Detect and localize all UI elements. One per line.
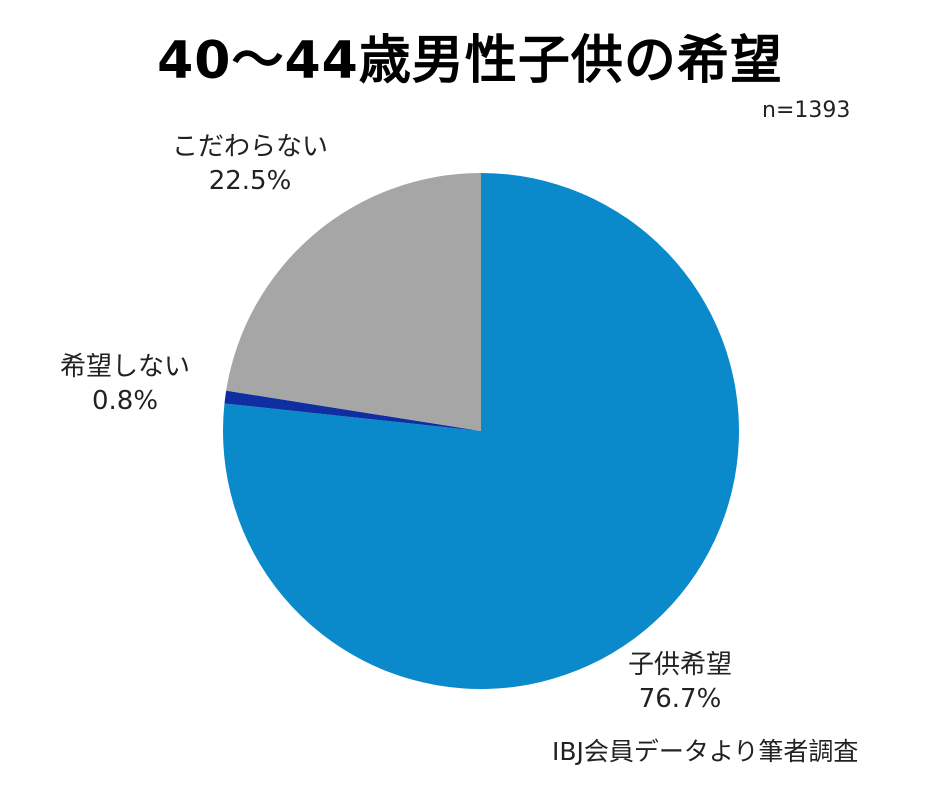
slice-value: 22.5% <box>208 166 292 196</box>
slice-value: 0.8% <box>91 386 159 416</box>
slice-name: 子供希望 <box>627 650 732 680</box>
slice-label-kodawaranai: こだわらない 22.5% <box>150 130 350 198</box>
slice-name: 希望しない <box>59 352 190 382</box>
pie-slice-kibou-shinai <box>224 390 481 431</box>
pie-slice-kodomo-kibou <box>222 173 739 689</box>
chart-title: 40〜44歳男性子供の希望 <box>157 31 783 91</box>
slice-name: こだわらない <box>171 132 328 162</box>
pie-slices <box>222 173 739 689</box>
slice-value: 76.7% <box>638 684 722 714</box>
source-note: IBJ会員データより筆者調査 <box>552 737 859 766</box>
sample-size-label: n=1393 <box>762 98 851 123</box>
pie-slice-kodawaranai <box>226 173 481 431</box>
slice-label-kibou-shinai: 希望しない 0.8% <box>40 350 210 418</box>
slice-label-kodomo-kibou: 子供希望 76.7% <box>610 648 750 716</box>
